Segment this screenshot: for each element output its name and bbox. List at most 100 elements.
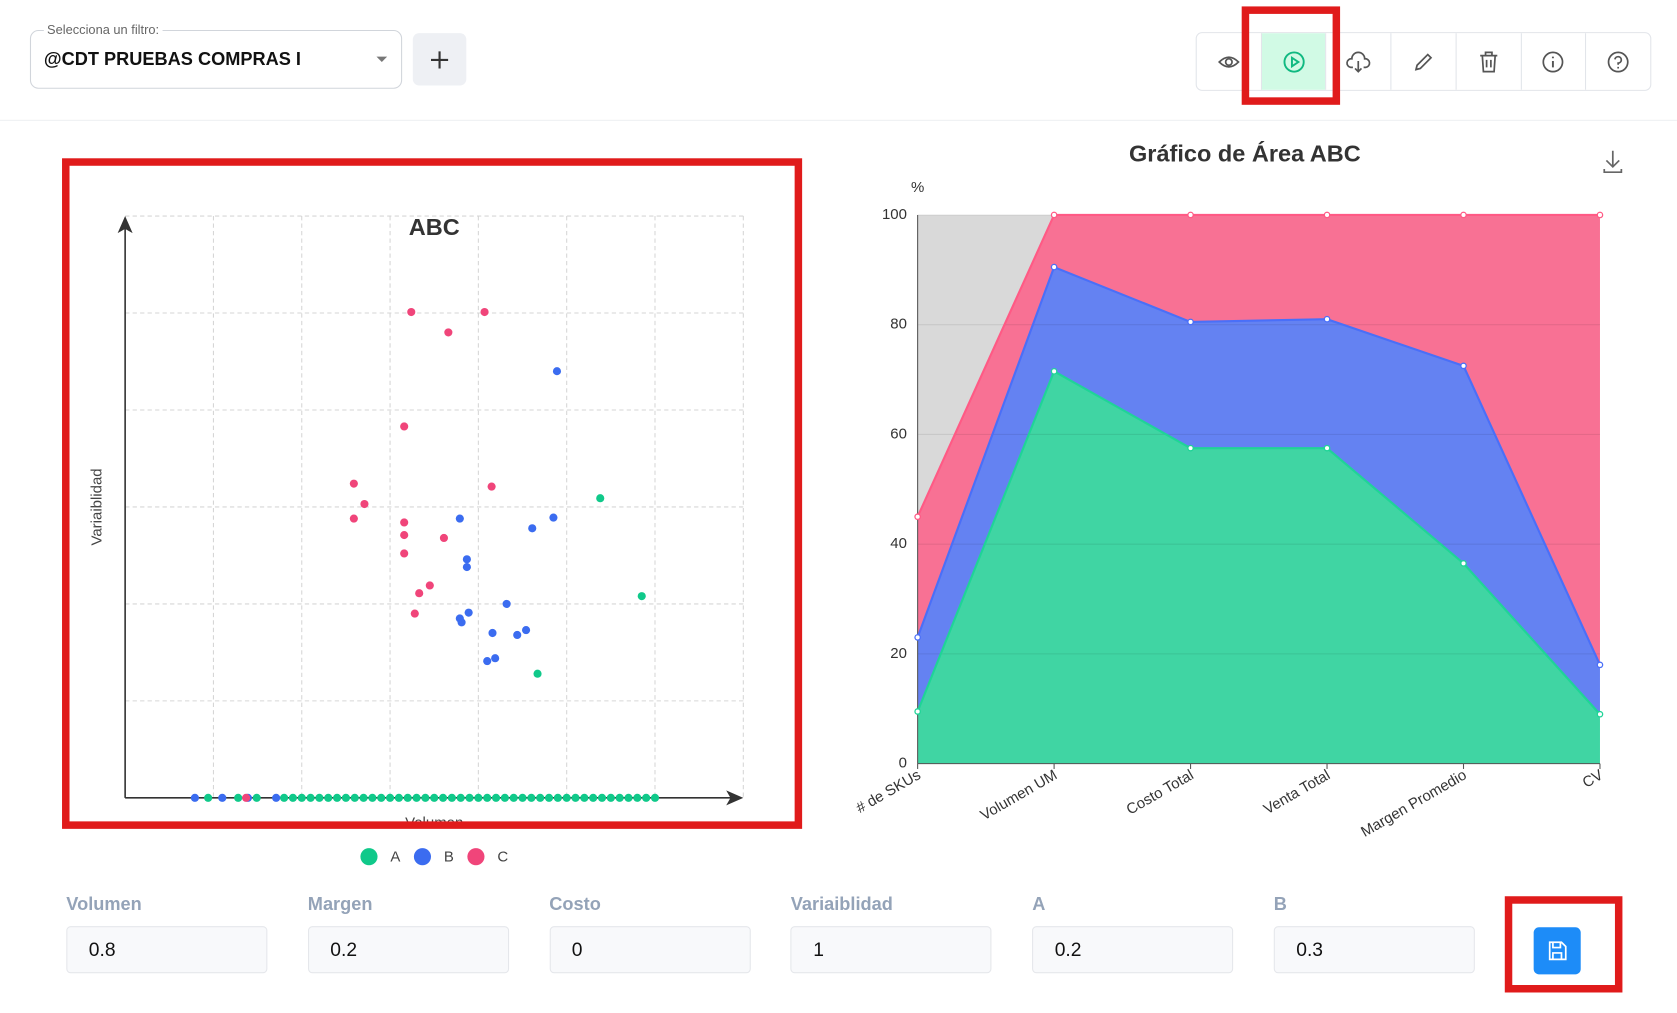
y-tick-label: 20 — [890, 645, 907, 662]
delete-button[interactable] — [1455, 33, 1520, 90]
plus-icon — [431, 51, 449, 69]
param-label: Variaiblidad — [790, 894, 893, 915]
download-button[interactable] — [1325, 33, 1391, 90]
point — [438, 793, 448, 802]
y-tick-label: 100 — [882, 206, 907, 223]
info-button[interactable] — [1520, 33, 1585, 90]
add-button[interactable] — [412, 33, 467, 86]
point — [571, 793, 580, 802]
param-input[interactable]: 0.3 — [1273, 926, 1475, 974]
area-chart: Gráfico de Área ABC% 0 20 40 60 80 100 # de SKU… — [853, 139, 1607, 840]
point — [349, 514, 358, 523]
point — [1187, 318, 1194, 326]
point — [315, 793, 324, 802]
point — [447, 793, 456, 802]
chart-download[interactable] — [1603, 150, 1623, 174]
filter-value: @CDT PRUEBAS COMPRAS I — [43, 49, 301, 70]
area — [917, 214, 1600, 665]
x-tick-label: CV — [1580, 766, 1607, 791]
point — [597, 793, 607, 802]
point — [1323, 315, 1331, 323]
param-input[interactable]: 0.8 — [66, 926, 268, 974]
x-tick-label: Volumen UM — [977, 766, 1060, 824]
line — [916, 265, 1601, 666]
point — [218, 793, 227, 802]
point — [491, 793, 501, 802]
run-button[interactable] — [1260, 33, 1326, 90]
point — [288, 793, 297, 802]
point — [394, 793, 403, 802]
point — [407, 307, 416, 317]
param-input[interactable]: 0.2 — [1032, 926, 1234, 974]
line — [916, 369, 1601, 715]
point — [1596, 710, 1604, 718]
param-input[interactable]: 0 — [549, 926, 751, 974]
point — [552, 367, 562, 376]
area — [917, 267, 1600, 715]
divider — [0, 119, 1677, 121]
point — [410, 609, 419, 618]
point — [333, 793, 342, 802]
y-axis-label: Variaiblidad — [88, 468, 105, 545]
point — [483, 657, 492, 666]
caret — [376, 56, 388, 63]
point — [462, 562, 471, 572]
toolbar — [1195, 32, 1652, 91]
point — [272, 793, 281, 802]
point — [464, 608, 473, 617]
area — [917, 371, 1600, 764]
point — [624, 793, 633, 802]
y-tick-label: 80 — [890, 316, 907, 333]
save-button[interactable] — [1533, 927, 1581, 975]
point — [360, 499, 369, 509]
point — [580, 793, 589, 802]
x-tick-label: # de SKUs — [853, 766, 923, 817]
x-axis-arrow — [726, 790, 744, 806]
point — [637, 592, 646, 601]
point — [615, 793, 624, 802]
view-button[interactable] — [1197, 33, 1261, 90]
legend-marker — [360, 848, 378, 866]
filter-select[interactable]: Selecciona un filtro: @CDT PRUEBAS COMPR… — [29, 22, 403, 89]
help-button[interactable] — [1585, 33, 1650, 90]
point — [242, 793, 251, 802]
point — [536, 793, 545, 802]
point — [1050, 263, 1058, 271]
param-label: B — [1273, 894, 1287, 915]
y-tick-label: 0 — [899, 755, 907, 772]
save-icon — [1548, 941, 1567, 961]
point — [914, 634, 921, 641]
info-icon — [1542, 51, 1564, 72]
point — [456, 793, 465, 802]
point — [349, 479, 358, 488]
scatter-chart: ABC Variaiblidad Volumen — [88, 214, 744, 826]
point — [549, 513, 558, 522]
y-axis-arrow — [117, 216, 133, 234]
eye-icon — [1217, 55, 1240, 68]
chart-title: Gráfico de Área ABC — [1129, 139, 1361, 166]
filter-label: Selecciona un filtro: — [43, 22, 163, 38]
point — [1187, 444, 1194, 452]
point — [480, 307, 489, 317]
point — [1460, 362, 1467, 370]
point — [430, 793, 439, 802]
legend-label: A — [390, 849, 400, 866]
point — [1323, 211, 1331, 219]
point — [359, 793, 368, 802]
point — [425, 581, 434, 590]
param-label: Volumen — [66, 894, 142, 915]
point — [377, 793, 386, 802]
point — [1050, 368, 1058, 375]
point — [190, 793, 199, 802]
point — [528, 524, 537, 533]
point — [421, 793, 430, 802]
edit-button[interactable] — [1390, 33, 1456, 90]
point — [642, 793, 651, 802]
param-input[interactable]: 0.2 — [307, 926, 509, 974]
param-input[interactable]: 1 — [790, 926, 992, 974]
point — [400, 549, 409, 558]
point — [553, 793, 562, 802]
point — [403, 793, 412, 802]
